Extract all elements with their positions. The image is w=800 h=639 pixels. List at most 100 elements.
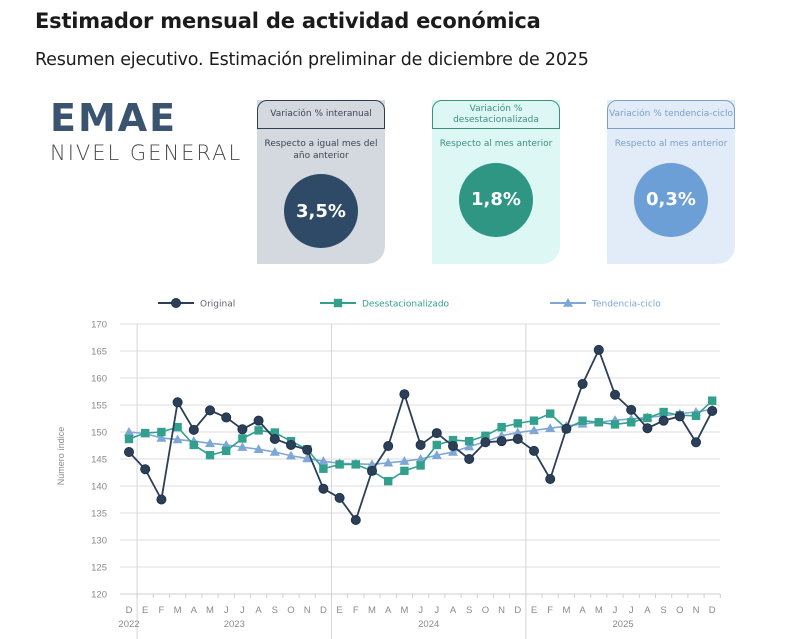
data-point [513, 419, 522, 428]
x-tick-label: S [660, 605, 666, 616]
x-tick-label: M [368, 605, 376, 616]
legend-label: Original [200, 300, 235, 310]
chart-series [124, 344, 718, 526]
data-point [366, 465, 377, 476]
x-tick-label: M [400, 605, 408, 616]
data-point [318, 483, 329, 494]
logo-main-text: EMAE [50, 96, 178, 140]
x-tick-label: A [450, 605, 457, 616]
data-point [626, 404, 637, 415]
data-point [156, 432, 167, 442]
data-point [545, 423, 556, 432]
year-label: 2023 [224, 619, 245, 630]
x-tick-label: A [385, 605, 392, 616]
data-point [529, 445, 540, 456]
x-tick-label: O [287, 605, 294, 616]
y-tick-label: 130 [91, 536, 107, 547]
data-point [384, 476, 393, 486]
x-tick-label: D [126, 605, 133, 616]
x-tick-label: D [709, 605, 716, 616]
data-point [383, 457, 394, 467]
data-point [237, 442, 248, 451]
data-point [610, 389, 621, 400]
data-point [319, 464, 328, 473]
page-title: Estimador mensual de actividad económica [35, 9, 541, 33]
legend-item: Desestacionalizado [320, 298, 450, 310]
year-label: 2022 [118, 619, 139, 630]
data-point [415, 439, 426, 450]
y-tick-label: 125 [91, 563, 107, 574]
y-axis-title: Número índice [56, 427, 66, 486]
data-point [270, 428, 279, 437]
data-point [156, 494, 167, 505]
data-point [464, 441, 475, 451]
data-point [124, 446, 135, 457]
x-tick-label: M [174, 605, 182, 616]
data-point [383, 441, 394, 452]
year-label: 2024 [418, 619, 439, 630]
x-tick-label: F [158, 605, 164, 616]
data-point [221, 412, 232, 423]
x-tick-label: D [514, 605, 521, 616]
x-tick-label: E [142, 605, 148, 616]
data-point [496, 436, 507, 447]
emae-logo: EMAE NIVEL GENERAL [50, 98, 242, 165]
card-value-circle: 3,5% [284, 174, 358, 248]
x-tick-label: J [418, 605, 423, 616]
chart-grid [120, 323, 720, 639]
data-point [529, 416, 539, 425]
data-point [237, 424, 248, 435]
x-tick-label: A [191, 605, 198, 616]
data-point [269, 446, 280, 456]
x-tick-label: J [629, 605, 634, 616]
data-point [594, 418, 603, 427]
x-tick-label: A [644, 605, 651, 616]
x-tick-label: M [595, 605, 603, 616]
x-tick-label: E [531, 605, 537, 616]
card-description: Respecto a igual mes del año anterior [264, 139, 378, 161]
data-point [642, 423, 653, 434]
data-point [593, 344, 604, 355]
data-point [431, 450, 442, 459]
card-header: Variación % interanual [257, 100, 385, 129]
card-desestacionalizada: Variación % desestacionalizada Respecto … [432, 100, 560, 264]
data-point [627, 418, 636, 427]
x-tick-label: N [498, 605, 505, 616]
data-point [333, 298, 343, 308]
data-point [157, 427, 166, 437]
x-tick-label: A [255, 605, 262, 616]
y-tick-label: 170 [91, 320, 107, 331]
x-tick-label: S [272, 605, 278, 616]
data-point [708, 396, 717, 405]
data-point [464, 453, 475, 464]
data-point [658, 415, 669, 426]
card-description: Respecto al mes anterior [614, 139, 728, 149]
data-point [480, 437, 491, 448]
x-tick-label: S [466, 605, 472, 616]
card-header: Variación % tendencia-ciclo [607, 100, 735, 129]
data-point [170, 297, 181, 308]
data-point [546, 409, 555, 418]
x-tick-label: J [434, 605, 439, 616]
data-point [188, 424, 199, 435]
card-header: Variación % desestacionalizada [432, 100, 560, 129]
data-point [707, 405, 718, 416]
data-point [222, 446, 231, 456]
y-tick-label: 160 [91, 374, 107, 385]
data-point [335, 460, 344, 469]
x-tick-label: E [336, 605, 342, 616]
series-original [124, 344, 718, 526]
x-tick-label: F [353, 605, 359, 616]
data-point [465, 436, 474, 446]
x-tick-label: F [547, 605, 553, 616]
y-tick-label: 155 [91, 401, 107, 412]
data-point [447, 441, 458, 452]
data-point [512, 434, 523, 445]
data-point [285, 439, 296, 450]
data-point [481, 431, 490, 440]
data-point [431, 428, 442, 439]
data-point [269, 434, 280, 445]
data-point [691, 437, 702, 448]
data-point [221, 439, 232, 449]
x-tick-label: O [482, 605, 489, 616]
